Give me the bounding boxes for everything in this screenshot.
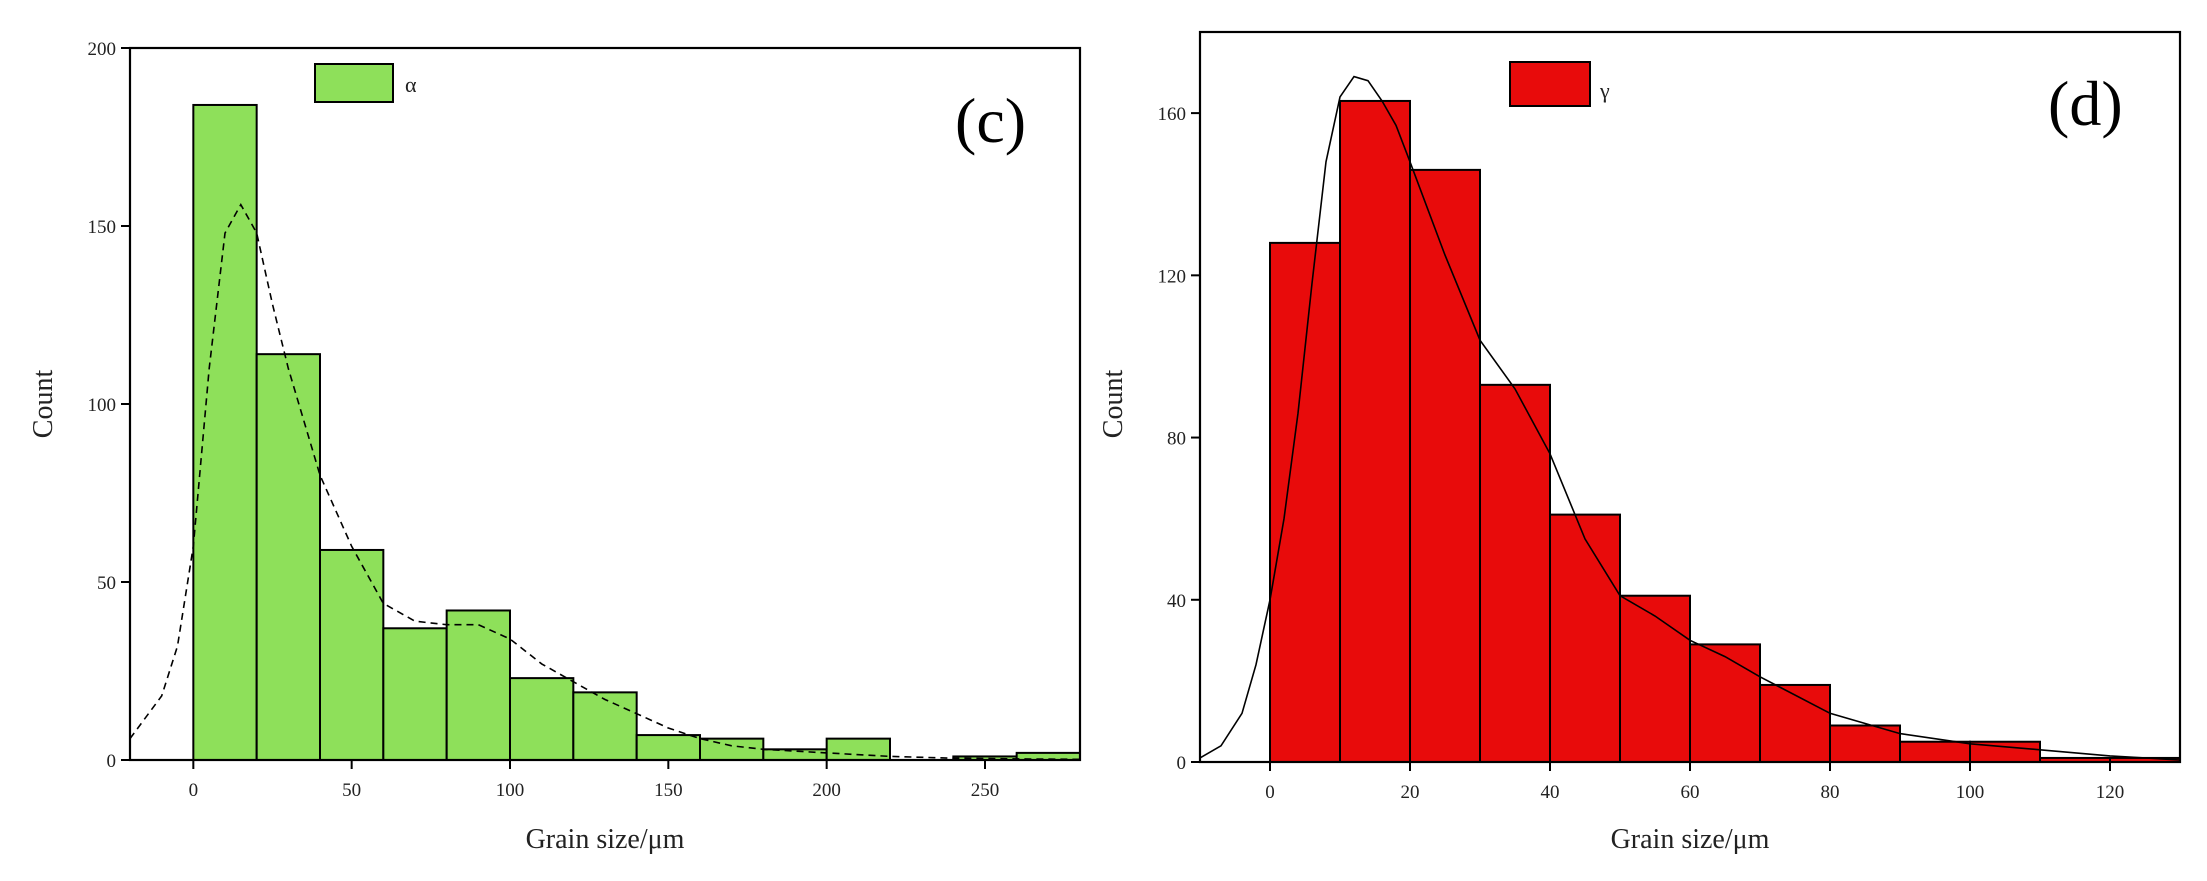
d-x-tick-label-5: 100 [1956, 782, 1985, 803]
d-bar-3 [1479, 383, 1551, 763]
d-legend-swatch [1509, 61, 1591, 107]
c-bar-3 [382, 627, 448, 762]
c-bar-2 [319, 548, 385, 762]
c-x-tick-label-2: 100 [496, 780, 525, 801]
d-y-tick-label-4: 160 [1158, 104, 1187, 125]
c-legend-swatch [314, 63, 394, 103]
d-y-axis-label: Count [1098, 370, 1129, 439]
c-bar-10 [825, 737, 892, 762]
c-y-tick-label-0: 0 [107, 751, 117, 772]
d-x-tick-label-2: 40 [1541, 782, 1560, 803]
d-x-tick-label-0: 0 [1265, 782, 1275, 803]
chart-c: 0 50 100 150 200 250 0 50 100 150 200 Grain size/… [28, 39, 1082, 855]
d-fit-curve [1199, 75, 2181, 761]
c-fit-curve-group [129, 202, 1081, 761]
d-bar-8 [1829, 724, 1901, 763]
c-bars [192, 103, 1082, 762]
d-y-tick-label-0: 0 [1177, 753, 1187, 774]
c-x-tick-label-1: 50 [342, 780, 361, 801]
d-legend-label: γ [1599, 78, 1610, 103]
d-bar-6 [1689, 643, 1761, 764]
d-bar-7 [1759, 683, 1831, 764]
d-x-tick-label-1: 20 [1401, 782, 1420, 803]
c-y-tick-label-4: 200 [88, 39, 117, 60]
c-bar-4 [445, 609, 511, 761]
d-y-tick-label-2: 80 [1167, 429, 1186, 450]
c-x-tick-label-3: 150 [654, 780, 683, 801]
c-bar-6 [572, 691, 638, 761]
d-panel-label: (d) [2048, 68, 2123, 139]
c-fit-curve [129, 202, 1081, 761]
d-y-ticks: 0 40 80 120 160 [1158, 104, 1200, 774]
chart-d: 0 20 40 60 80 100 120 0 40 80 120 160 Grain size/μ… [1098, 30, 2182, 855]
c-bar-5 [509, 677, 575, 761]
d-bar-9 [1899, 740, 1971, 764]
d-x-tick-label-3: 60 [1681, 782, 1700, 803]
d-bar-4 [1549, 513, 1621, 763]
c-x-tick-label-5: 250 [971, 780, 1000, 801]
c-y-tick-label-2: 100 [88, 395, 117, 416]
c-y-axis-label: Count [28, 370, 59, 439]
c-bar-1 [255, 353, 321, 761]
d-bar-2 [1409, 168, 1481, 763]
c-x-tick-label-0: 0 [189, 780, 199, 801]
c-x-ticks: 0 50 100 150 200 250 [189, 760, 1000, 801]
c-y-tick-label-1: 50 [97, 573, 116, 594]
c-y-ticks: 0 50 100 150 200 [88, 39, 130, 772]
c-bar-8 [699, 737, 765, 762]
d-x-axis-label: Grain size/μm [1611, 824, 1770, 855]
c-bar-9 [762, 748, 828, 762]
d-bars [1269, 99, 2181, 764]
d-fit-curve-group [1199, 75, 2181, 761]
c-x-tick-label-4: 200 [812, 780, 841, 801]
d-bar-0 [1269, 241, 1341, 763]
d-bar-5 [1619, 594, 1691, 763]
d-y-tick-label-3: 120 [1158, 266, 1187, 287]
c-bar-7 [635, 734, 702, 762]
c-y-tick-label-3: 150 [88, 217, 117, 238]
c-x-axis-label: Grain size/μm [526, 824, 685, 855]
d-x-tick-label-6: 120 [2096, 782, 2125, 803]
d-x-ticks: 0 20 40 60 80 100 120 [1265, 762, 2124, 803]
d-bar-1 [1339, 99, 1411, 763]
d-y-tick-label-1: 40 [1167, 591, 1186, 612]
d-x-tick-label-4: 80 [1821, 782, 1840, 803]
c-panel-label: (c) [955, 85, 1026, 156]
c-legend-label: α [405, 72, 417, 97]
c-bar-0 [192, 103, 258, 761]
